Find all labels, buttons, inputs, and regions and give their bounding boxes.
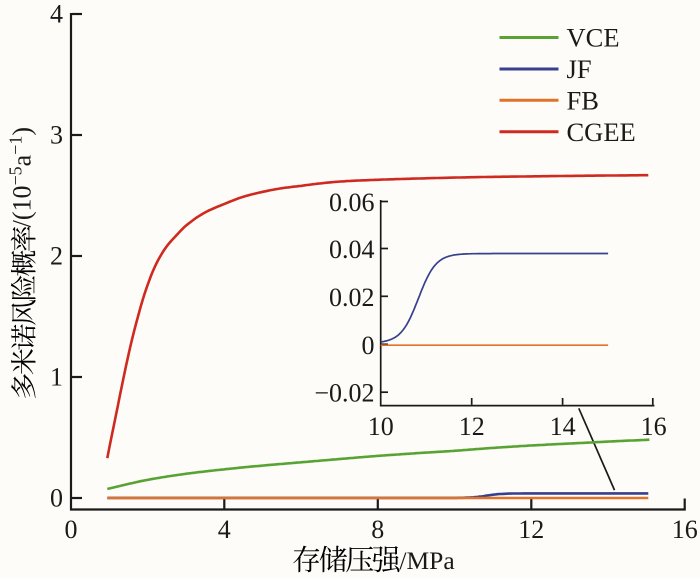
svg-text:12: 12 — [518, 515, 544, 544]
svg-text:CGEE: CGEE — [567, 117, 636, 147]
svg-text:16: 16 — [641, 412, 667, 441]
svg-text:3: 3 — [50, 121, 63, 150]
svg-text:1: 1 — [50, 363, 63, 392]
svg-text:8: 8 — [371, 515, 384, 544]
svg-text:0: 0 — [362, 331, 375, 360]
svg-text:2: 2 — [50, 242, 63, 271]
svg-text:JF: JF — [567, 54, 592, 84]
svg-text:16: 16 — [672, 515, 698, 544]
svg-text:0.04: 0.04 — [329, 235, 375, 264]
svg-text:/MPa: /MPa — [399, 546, 454, 575]
svg-text:10: 10 — [368, 412, 394, 441]
svg-text:0: 0 — [50, 484, 63, 513]
svg-text:0.02: 0.02 — [329, 283, 375, 312]
svg-text:VCE: VCE — [567, 23, 620, 53]
svg-text:0: 0 — [65, 515, 78, 544]
svg-text:4: 4 — [218, 515, 231, 544]
svg-text:12: 12 — [459, 412, 485, 441]
svg-text:−0.02: −0.02 — [314, 379, 374, 408]
svg-text:FB: FB — [567, 86, 599, 116]
svg-text:4: 4 — [50, 0, 63, 29]
svg-text:14: 14 — [550, 412, 576, 441]
svg-text:0.06: 0.06 — [329, 188, 375, 217]
